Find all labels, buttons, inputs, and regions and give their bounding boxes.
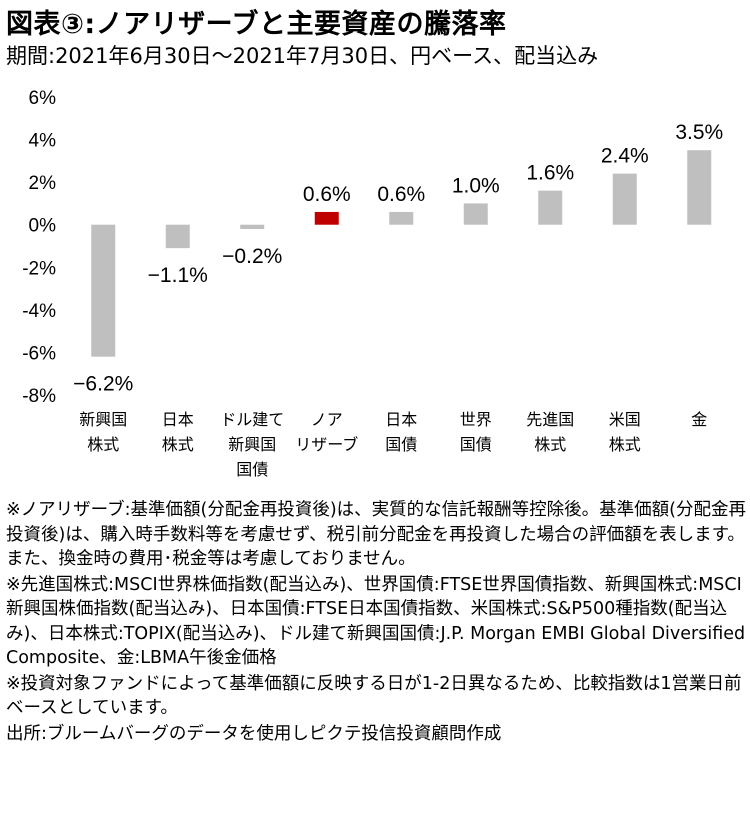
y-axis: 6% 4% 2% 0% -2% -4% -6% -8% <box>22 88 56 407</box>
category-label: 国債 <box>236 460 268 479</box>
category-label: ドル建て <box>220 410 284 429</box>
category-label: 新興国 <box>228 435 276 454</box>
category-label: 新興国 <box>79 410 127 429</box>
x-axis-categories: 新興国株式日本株式ドル建て新興国国債ノアリザーブ日本国債世界国債先進国株式米国株… <box>79 410 707 479</box>
bar <box>165 224 190 249</box>
footnote-timing: ※投資対象ファンドによって基準価額に反映する日が1-2日異なるため、比較指数は1… <box>6 673 742 719</box>
data-label: 3.5% <box>675 121 723 144</box>
bar-series <box>91 150 712 357</box>
footnote-noah-reserve: ※ノアリザーブ:基準価額(分配金再投資後)は、実質的な信託報酬等控除後。基準価額… <box>6 500 746 569</box>
y-tick-label: 2% <box>29 173 57 194</box>
category-label: 世界 <box>460 410 492 429</box>
y-tick-label: 0% <box>29 216 57 237</box>
y-tick-label: 4% <box>29 131 57 152</box>
bar <box>463 203 488 225</box>
data-label: −1.1% <box>148 264 208 287</box>
data-label: 1.0% <box>452 174 500 197</box>
data-label: 0.6% <box>303 183 351 206</box>
footnote-source: 出所:ブルームバーグのデータを使用しピクテ投信投資顧問作成 <box>6 723 502 744</box>
category-label: 先進国 <box>526 410 574 429</box>
data-label: −6.2% <box>73 373 133 396</box>
bar <box>538 190 563 225</box>
category-label: 株式 <box>87 435 119 454</box>
bar <box>91 224 116 357</box>
data-label: 0.6% <box>377 183 425 206</box>
category-label: 金 <box>691 410 707 429</box>
data-labels: −6.2% −1.1% −0.2% 0.6% 0.6% 1.0% 1.6% 2.4% 3.5% <box>73 121 723 395</box>
data-label: 1.6% <box>526 162 574 185</box>
category-label: 株式 <box>609 435 641 454</box>
y-tick-label: -4% <box>22 301 56 322</box>
bar <box>314 211 339 225</box>
category-label: 国債 <box>385 435 417 454</box>
bar <box>389 211 414 225</box>
footnotes: ※ノアリザーブ:基準価額(分配金再投資後)は、実質的な信託報酬等控除後。基準価額… <box>6 498 748 747</box>
category-label: 株式 <box>534 435 566 454</box>
y-tick-label: 6% <box>29 88 57 109</box>
chart-title: 図表③:ノアリザーブと主要資産の騰落率 <box>6 9 507 40</box>
data-label: 2.4% <box>601 145 649 168</box>
category-label: リザーブ <box>295 435 358 454</box>
bar <box>687 150 712 225</box>
chart-subtitle: 期間:2021年6月30日～2021年7月30日、円ベース、配当込み <box>6 44 599 68</box>
y-tick-label: -8% <box>22 386 56 407</box>
category-label: 国債 <box>460 435 492 454</box>
y-tick-label: -2% <box>22 258 56 279</box>
footnote-indices: ※先進国株式:MSCI世界株価指数(配当込み)、世界国債:FTSE世界国債指数、… <box>6 574 746 669</box>
category-label: 米国 <box>609 410 641 429</box>
bar <box>240 224 265 229</box>
bar-chart: 6% 4% 2% 0% -2% -4% -6% -8% −6.2% −1.1% −0.2% 0.6%… <box>22 88 723 479</box>
category-label: ノア <box>311 410 343 429</box>
category-label: 日本 <box>162 410 194 429</box>
y-tick-label: -6% <box>22 343 56 364</box>
category-label: 日本 <box>385 410 417 429</box>
category-label: 株式 <box>162 435 194 454</box>
bar <box>612 173 637 225</box>
data-label: −0.2% <box>222 245 282 268</box>
